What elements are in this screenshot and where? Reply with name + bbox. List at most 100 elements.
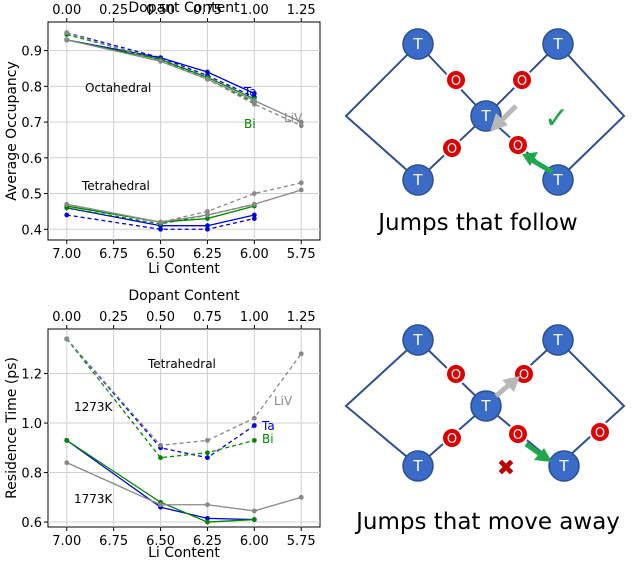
data-point-liv bbox=[251, 508, 257, 514]
t-site-node bbox=[402, 324, 434, 356]
top-tick-label: 0.25 bbox=[99, 310, 128, 325]
y-tick-label: 1.0 bbox=[21, 417, 42, 432]
residence-series bbox=[64, 336, 304, 525]
o-site-node bbox=[441, 427, 463, 449]
left-diamond bbox=[344, 338, 488, 468]
o-site-label: O bbox=[447, 432, 457, 447]
data-point-liv bbox=[251, 201, 257, 207]
series-line-bi bbox=[66, 205, 255, 223]
data-point-ta bbox=[205, 455, 210, 461]
liv-legend-label: LiV bbox=[284, 111, 303, 125]
data-point-liv bbox=[64, 460, 70, 466]
top-tick-label: 0.75 bbox=[193, 3, 222, 18]
occupancy-plot-frame bbox=[47, 21, 321, 241]
series-line-ta bbox=[66, 338, 255, 459]
data-point-liv bbox=[205, 212, 210, 218]
o-site-label: O bbox=[451, 368, 461, 383]
top-tick-label: 1.25 bbox=[287, 310, 316, 325]
data-point-ta bbox=[251, 212, 257, 218]
series-line-bi bbox=[66, 33, 255, 103]
data-point-liv bbox=[158, 219, 163, 225]
green-jump-arrow bbox=[522, 152, 554, 175]
top-tick-label: 1.00 bbox=[240, 310, 269, 325]
series-line-ta bbox=[66, 39, 255, 95]
data-point-bi bbox=[251, 517, 257, 522]
t-site-node bbox=[470, 390, 502, 422]
octahedral-annotation: Octahedral bbox=[85, 81, 151, 95]
y-tick-label: 1.2 bbox=[21, 368, 42, 383]
o-site-node bbox=[511, 69, 533, 91]
data-point-liv bbox=[64, 336, 70, 342]
t-site-label: T bbox=[552, 171, 563, 189]
data-point-ta bbox=[64, 212, 70, 218]
o-site-label: O bbox=[447, 142, 457, 157]
x-tick-label: 7.00 bbox=[52, 247, 81, 262]
x-tick-label: 5.75 bbox=[287, 247, 316, 262]
o-site-node bbox=[507, 134, 529, 156]
data-point-bi bbox=[64, 205, 70, 211]
o-site-label: O bbox=[513, 428, 523, 443]
top-tick-label: 1.25 bbox=[287, 3, 316, 18]
data-point-ta bbox=[251, 423, 257, 428]
residence-chart: 7.000.006.750.256.500.506.250.756.001.00… bbox=[4, 288, 321, 561]
o-site-label: O bbox=[519, 368, 529, 383]
series-line-bi bbox=[66, 203, 255, 225]
data-point-ta bbox=[205, 226, 210, 232]
data-point-liv bbox=[205, 502, 210, 508]
x-tick-label: 6.50 bbox=[146, 534, 175, 549]
y-tick-label: 0.6 bbox=[21, 516, 42, 531]
t-site-node bbox=[402, 164, 434, 196]
data-point-liv bbox=[64, 30, 70, 36]
gray-jump-arrow bbox=[494, 376, 520, 398]
data-point-liv bbox=[251, 101, 257, 107]
top-tick-label: 0.25 bbox=[99, 3, 128, 18]
x-tick-label: 6.25 bbox=[193, 534, 222, 549]
residence-ta-label: Ta bbox=[261, 419, 275, 433]
data-point-liv bbox=[64, 201, 70, 207]
x-tick-label: 6.75 bbox=[99, 247, 128, 262]
top-tick-label: 0.00 bbox=[52, 3, 81, 18]
left-diamond bbox=[344, 42, 488, 182]
data-point-liv bbox=[298, 123, 304, 129]
data-point-liv bbox=[205, 437, 210, 443]
data-point-bi bbox=[158, 455, 163, 461]
o-site-node bbox=[507, 423, 529, 445]
y-tick-label: 0.8 bbox=[21, 467, 42, 482]
t-site-node bbox=[548, 450, 580, 482]
top-tick-label: 0.75 bbox=[193, 310, 222, 325]
check-icon: ✓ bbox=[544, 101, 569, 136]
t-site-label: T bbox=[412, 35, 423, 53]
t-site-node bbox=[402, 450, 434, 482]
x-tick-label: 6.00 bbox=[240, 247, 269, 262]
bi-legend-label: Bi bbox=[244, 117, 256, 131]
data-point-liv bbox=[64, 37, 70, 43]
data-point-liv bbox=[251, 98, 257, 104]
residence-liv-label: LiV bbox=[274, 394, 293, 408]
o-site-node bbox=[445, 69, 467, 91]
occupancy-ticks: 7.00 0.00 6.75 0.25 6.50 0.50 6.25 0.75 6.00 1.00… bbox=[21, 3, 315, 262]
y-tick-label: 0.6 bbox=[21, 152, 42, 167]
data-point-bi bbox=[205, 216, 210, 221]
series-line-bi bbox=[66, 39, 255, 100]
residence-tetrahedral-annotation: Tetrahedral bbox=[147, 357, 216, 371]
o-site-node bbox=[513, 363, 535, 385]
x-tick-label: 7.00 bbox=[52, 534, 81, 549]
occupancy-top-axis-label: Dopant Content bbox=[128, 0, 240, 16]
data-point-liv bbox=[298, 180, 304, 186]
o-site-label: O bbox=[513, 139, 523, 154]
residence-ticks: 7.000.006.750.256.500.506.250.756.001.00… bbox=[21, 310, 315, 549]
residence-plot-frame bbox=[47, 328, 321, 528]
follow-jump-diagram: T T T T T O O O O ✓ Jumps that follow bbox=[344, 28, 626, 236]
x-tick-label: 6.75 bbox=[99, 534, 128, 549]
t-site-node bbox=[542, 28, 574, 60]
data-point-bi bbox=[64, 437, 70, 443]
data-point-bi bbox=[251, 437, 257, 443]
t-site-node bbox=[402, 28, 434, 60]
follow-caption: Jumps that follow bbox=[376, 210, 578, 236]
y-tick-label: 0.9 bbox=[21, 45, 42, 60]
top-tick-label: 0.50 bbox=[146, 310, 175, 325]
occupancy-chart: 7.00 0.00 6.75 0.25 6.50 0.50 6.25 0.75 6.00 1.00… bbox=[4, 0, 321, 277]
series-line-ta bbox=[66, 32, 255, 98]
t-site-label: T bbox=[412, 171, 423, 189]
data-point-ta bbox=[205, 69, 210, 75]
